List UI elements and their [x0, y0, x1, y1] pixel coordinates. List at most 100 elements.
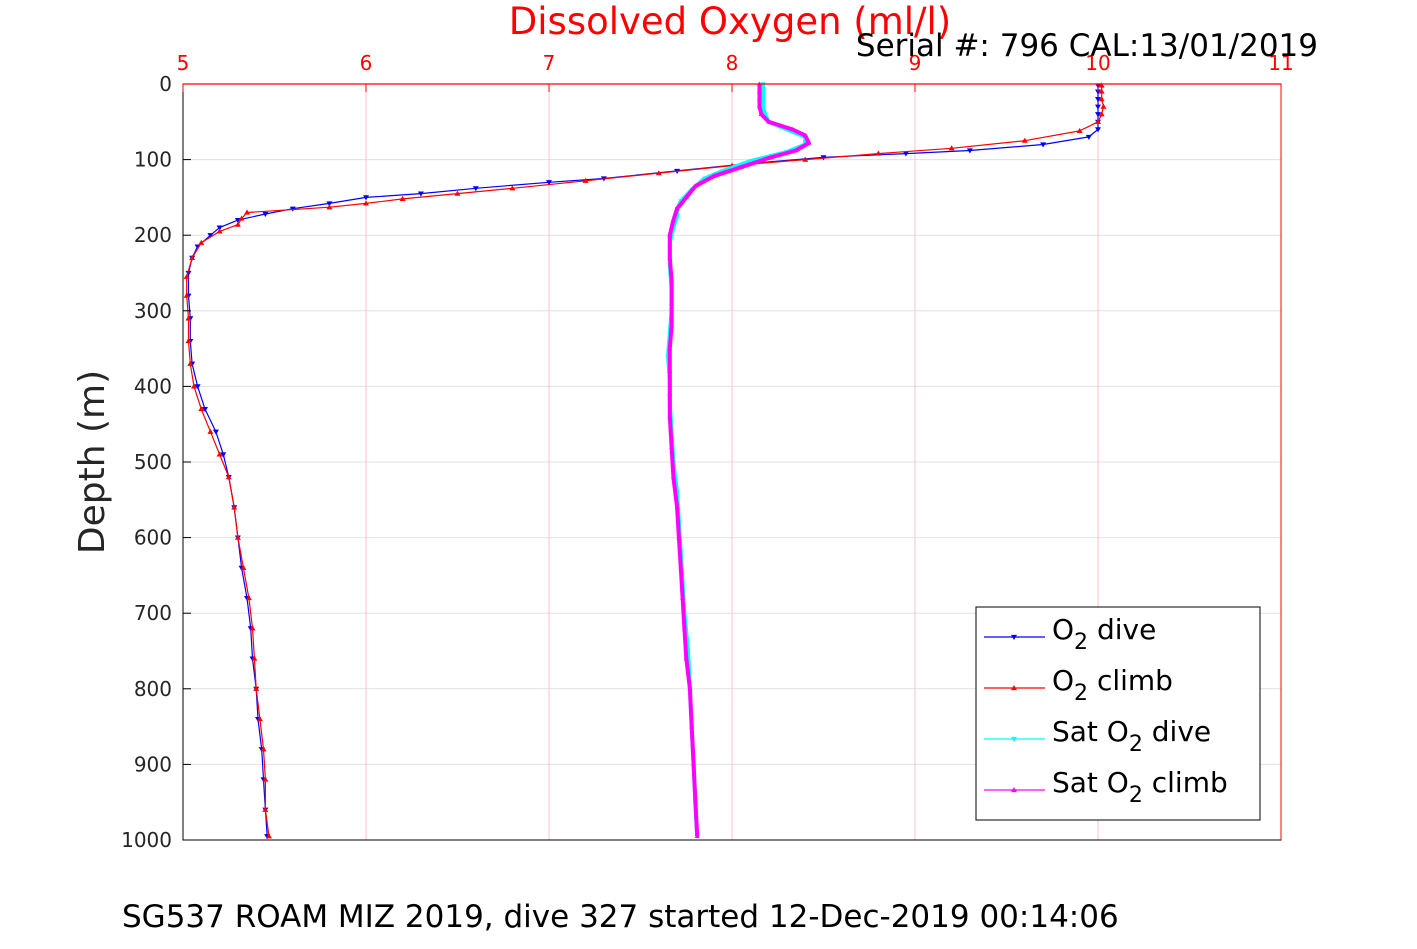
data-point-sat_o2_climb	[667, 391, 673, 396]
y-tick-label: 100	[134, 148, 172, 172]
data-point-o2_climb	[262, 806, 269, 812]
data-point-o2_climb	[185, 338, 192, 344]
data-point-sat_o2_climb	[669, 278, 675, 283]
data-point-o2_climb	[1098, 96, 1105, 102]
y-tick-label: 900	[134, 752, 172, 776]
legend-box	[975, 606, 1261, 821]
data-point-o2_climb	[185, 315, 192, 321]
data-point-o2_climb	[582, 177, 589, 183]
series-o2_dive	[185, 83, 1101, 840]
data-point-o2_dive	[216, 225, 223, 231]
data-point-o2_dive	[194, 384, 201, 390]
x-tick-label: 10	[1085, 51, 1110, 75]
series-line-sat_o2_climb	[667, 84, 811, 837]
data-point-sat_o2_dive	[762, 112, 768, 117]
data-point-sat_o2_dive	[760, 89, 766, 95]
data-point-sat_o2_climb	[689, 724, 695, 729]
data-point-o2_climb	[216, 451, 223, 457]
data-point-o2_climb	[234, 534, 241, 540]
data-point-sat_o2_climb	[802, 132, 808, 138]
y-tick-label: 200	[134, 223, 172, 247]
data-point-o2_climb	[256, 716, 263, 722]
legend-label: Sat O2 climb	[1052, 766, 1228, 808]
data-point-o2_dive	[1095, 89, 1101, 95]
data-point-o2_climb	[190, 383, 197, 389]
data-point-sat_o2_climb	[766, 119, 772, 124]
data-point-o2_climb	[225, 474, 232, 480]
data-point-sat_o2_climb	[711, 173, 717, 178]
data-point-o2_dive	[185, 270, 192, 276]
data-point-o2_dive	[1095, 127, 1101, 133]
data-point-o2_climb	[1098, 88, 1105, 94]
data-point-o2_dive	[1095, 104, 1101, 110]
data-point-o2_dive	[1095, 112, 1101, 118]
data-point-o2_climb	[399, 195, 406, 202]
data-point-o2_climb	[198, 406, 205, 412]
data-point-o2_dive	[207, 233, 214, 239]
data-point-sat_o2_climb	[670, 217, 676, 222]
data-point-o2_dive	[220, 452, 227, 458]
data-point-o2_climb	[262, 776, 269, 782]
legend-label: Sat O2 dive	[1052, 715, 1211, 757]
data-point-sat_o2_climb	[692, 183, 698, 188]
y-tick-label: 600	[134, 526, 172, 550]
data-point-o2_climb	[253, 685, 260, 691]
data-point-sat_o2_climb	[758, 111, 764, 116]
data-point-sat_o2_climb	[667, 414, 673, 419]
data-point-o2_climb	[875, 150, 882, 156]
data-point-sat_o2_climb	[691, 761, 697, 767]
data-point-o2_dive	[417, 191, 424, 197]
data-point-o2_climb	[245, 595, 252, 601]
data-point-o2_climb	[454, 190, 461, 196]
data-point-o2_climb	[240, 564, 247, 570]
y-tick-label: 500	[134, 450, 172, 474]
data-point-sat_o2_climb	[806, 140, 812, 145]
data-point-o2_climb	[249, 625, 256, 631]
data-point-sat_o2_climb	[766, 155, 772, 160]
data-point-sat_o2_climb	[669, 444, 675, 449]
data-point-sat_o2_dive	[760, 104, 766, 110]
y-tick-label: 300	[134, 299, 172, 323]
data-point-o2_climb	[207, 428, 214, 434]
data-point-o2_dive	[1040, 142, 1047, 148]
data-point-o2_dive	[902, 151, 909, 157]
data-point-sat_o2_climb	[789, 126, 795, 132]
data-point-o2_climb	[655, 170, 662, 176]
data-point-sat_o2_climb	[756, 89, 762, 94]
data-point-sat_o2_climb	[694, 833, 700, 838]
legend-entries: O2 dive O2 climb Sat O2 dive Sat O2 climb	[984, 613, 1228, 808]
data-point-sat_o2_climb	[681, 625, 687, 631]
data-point-o2_dive	[363, 195, 369, 201]
data-point-o2_dive	[472, 186, 479, 192]
data-point-sat_o2_climb	[793, 148, 799, 153]
serial-note: Serial #: 796 CAL:13/01/2019	[856, 28, 1318, 64]
legend-label: O2 climb	[1052, 664, 1173, 706]
legend-marker	[1011, 685, 1017, 691]
data-point-o2_climb	[509, 185, 516, 191]
data-point-sat_o2_climb	[676, 535, 682, 540]
data-point-sat_o2_dive	[702, 176, 708, 181]
data-point-sat_o2_dive	[760, 97, 766, 102]
data-point-o2_climb	[1076, 127, 1083, 133]
data-point-o2_dive	[326, 201, 333, 207]
x-tick-label: 8	[726, 51, 739, 75]
data-point-o2_climb	[189, 254, 196, 260]
y-tick-label: 700	[134, 601, 172, 625]
data-point-o2_climb	[948, 145, 955, 151]
tick-layer: 0 100 200 300 400 500 600 700 800 900 1000 5 6 7 8 9 10 1…	[121, 51, 1294, 852]
x-tick-label: 9	[909, 51, 922, 75]
chart-title: Dissolved Oxygen (ml/l)	[509, 0, 951, 43]
data-point-o2_climb	[238, 215, 245, 221]
series-line-o2_dive	[187, 85, 1099, 837]
data-point-o2_climb	[363, 200, 369, 206]
data-point-sat_o2_climb	[667, 346, 673, 351]
data-point-sat_o2_climb	[756, 96, 762, 101]
data-point-sat_o2_climb	[669, 300, 675, 305]
footer-text: SG537 ROAM MIZ 2019, dive 327 started 12…	[122, 899, 1119, 935]
legend-entry-o2_climb: O2 climb	[984, 664, 1173, 706]
data-point-o2_dive	[201, 406, 208, 413]
data-point-sat_o2_climb	[683, 194, 689, 200]
legend-marker	[1011, 736, 1017, 742]
